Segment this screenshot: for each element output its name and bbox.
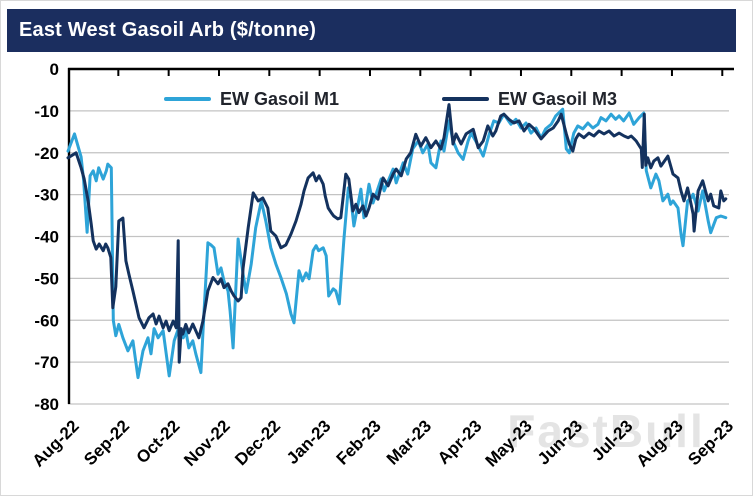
- y-tick-label--70: -70: [34, 353, 59, 372]
- y-tick-label-0: 0: [50, 60, 59, 79]
- x-tick-label-Sep-22: Sep-22: [80, 416, 133, 469]
- x-tick-label-Aug-22: Aug-22: [29, 416, 83, 470]
- x-tick-label-Mar-23: Mar-23: [383, 416, 435, 468]
- y-tick-label--20: -20: [34, 144, 59, 163]
- series-line-m3: [66, 103, 728, 364]
- series-line-m1: [66, 107, 728, 380]
- y-tick-label--10: -10: [34, 102, 59, 121]
- y-tick-label--80: -80: [34, 395, 59, 414]
- x-tick-label-Apr-23: Apr-23: [434, 416, 486, 468]
- y-tick-label--50: -50: [34, 269, 59, 288]
- x-tick-label-Feb-23: Feb-23: [333, 416, 385, 468]
- y-tick-label--40: -40: [34, 228, 59, 247]
- y-tick-label--30: -30: [34, 186, 59, 205]
- x-tick-label-Nov-22: Nov-22: [180, 416, 234, 470]
- x-tick-label-Oct-22: Oct-22: [133, 416, 184, 467]
- page-title: East West Gasoil Arb ($/tonne): [19, 19, 317, 41]
- x-tick-label-Dec-22: Dec-22: [231, 416, 284, 469]
- x-tick-label-Jan-23: Jan-23: [283, 416, 335, 468]
- y-tick-label--60: -60: [34, 311, 59, 330]
- title-bar: East West Gasoil Arb ($/tonne): [7, 9, 736, 52]
- watermark-text: FastBull: [507, 405, 704, 457]
